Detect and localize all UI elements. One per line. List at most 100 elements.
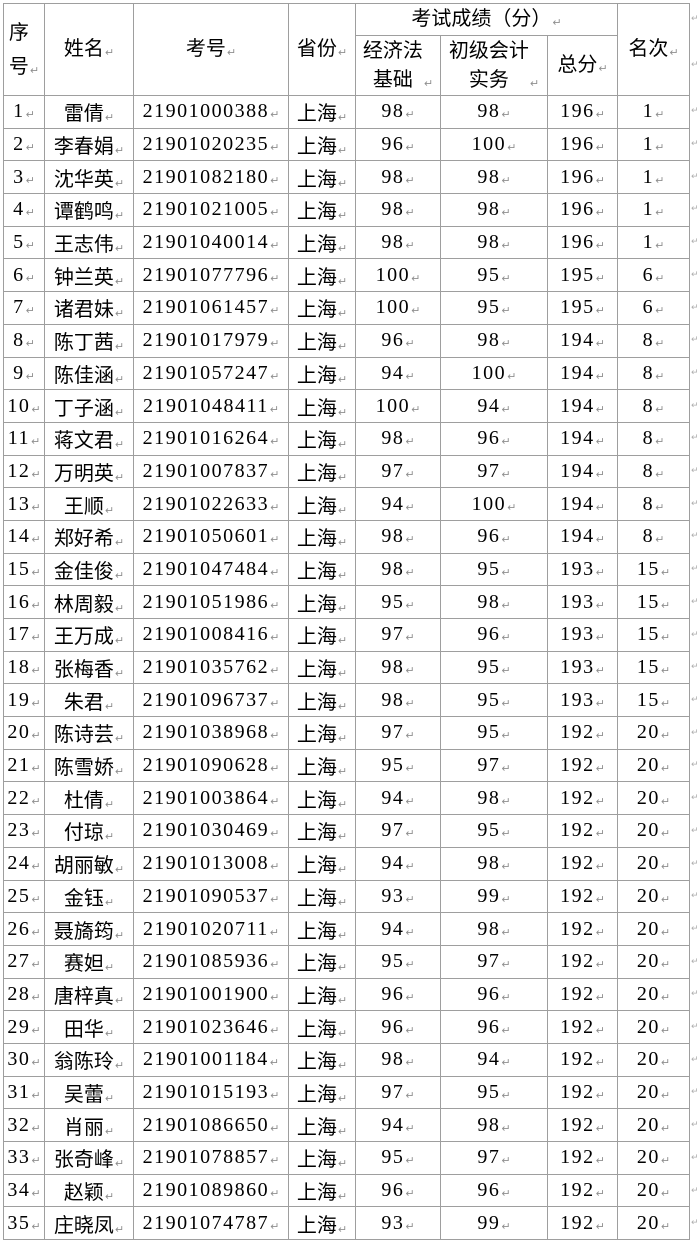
cell-total-score: 193↵ xyxy=(547,618,618,652)
cell-end-mark-icon: ↵ xyxy=(337,242,348,256)
cell-econ-law-score: 98↵ xyxy=(355,225,441,260)
cell-end-mark-icon: ↵ xyxy=(337,928,348,942)
cell-exam-no: 21901050601↵ xyxy=(133,519,289,554)
cell-value: 94 xyxy=(381,1113,405,1136)
cell-value: 22 xyxy=(7,786,31,809)
cell-value: 98 xyxy=(381,100,405,123)
cell-end-mark-icon: ↵ xyxy=(595,369,605,383)
cell-end-mark-icon: ↵ xyxy=(423,76,434,90)
table-row: 4↵ 谭鹤鸣↵ 21901021005↵ 上海↵ 98↵ 98↵ 196↵ 1↵ xyxy=(3,193,690,227)
cell-end-mark-icon: ↵ xyxy=(660,892,671,906)
cell-end-mark-icon: ↵ xyxy=(337,1190,348,1204)
cell-value: 20 xyxy=(636,1179,660,1202)
table-row: 14↵ 郑好希↵ 21901050601↵ 上海↵ 98↵ 96↵ 194↵ 8↵ xyxy=(3,519,690,554)
cell-total-score: 192↵ xyxy=(547,1042,618,1077)
cell-end-mark-icon: ↵ xyxy=(655,141,665,155)
cell-end-mark-icon: ↵ xyxy=(501,1023,511,1037)
cell-end-mark-icon: ↵ xyxy=(31,402,41,416)
table-row: 10↵ 丁子涵↵ 21901048411↵ 上海↵ 100↵ 94↵ 194↵ 8↵ xyxy=(3,389,690,423)
table-body: 1↵ 雷倩↵ 21901000388↵ 上海↵ 98↵ 98↵ 196↵ 1↵ 2↵ 李春娟↵ 21… xyxy=(3,95,690,1241)
row-end-mark-icon: ↵ xyxy=(691,433,699,444)
cell-accounting-score: 95↵ xyxy=(440,258,548,293)
cell-end-mark-icon: ↵ xyxy=(660,762,671,776)
cell-value: 96 xyxy=(477,1015,501,1038)
cell-end-mark-icon: ↵ xyxy=(31,435,41,449)
cell-name: 唐梓真↵ xyxy=(44,977,134,1012)
cell-value: 21901023646 xyxy=(142,1015,270,1038)
cell-econ-law-score: 98↵ xyxy=(355,683,441,718)
cell-exam-no: 21901048411↵ xyxy=(133,389,289,423)
cell-value: 100 xyxy=(471,492,507,515)
cell-accounting-score: 96↵ xyxy=(440,977,548,1012)
cell-name: 金钰↵ xyxy=(44,879,134,914)
cell-end-mark-icon: ↵ xyxy=(25,206,35,220)
cell-name: 钟兰英↵ xyxy=(44,258,134,293)
cell-econ-law-score: 98↵ xyxy=(355,95,441,129)
cell-total-score: 193↵ xyxy=(547,683,618,718)
cell-province: 上海↵ xyxy=(288,748,356,783)
cell-end-mark-icon: ↵ xyxy=(595,467,605,481)
cell-value: 上海 xyxy=(296,887,337,910)
cell-value: 96 xyxy=(477,982,501,1005)
cell-end-mark-icon: ↵ xyxy=(405,435,415,449)
cell-econ-law-score: 97↵ xyxy=(355,814,441,848)
cell-value: 192 xyxy=(560,721,595,744)
cell-value: 97 xyxy=(477,459,501,482)
cell-name: 雷倩↵ xyxy=(44,95,134,129)
cell-rank: 20↵ xyxy=(617,1042,690,1077)
cell-end-mark-icon: ↵ xyxy=(405,500,415,514)
cell-end-mark-icon: ↵ xyxy=(405,631,415,645)
cell-end-mark-icon: ↵ xyxy=(31,598,41,612)
cell-value: 20 xyxy=(636,917,660,940)
cell-value: 8 xyxy=(642,329,655,352)
cell-province: 上海↵ xyxy=(288,356,356,391)
cell-end-mark-icon: ↵ xyxy=(114,340,125,354)
cell-value: 98 xyxy=(381,525,405,548)
cell-end-mark-icon: ↵ xyxy=(104,830,115,844)
cell-province: 上海↵ xyxy=(288,585,356,619)
cell-value: 196 xyxy=(560,100,595,123)
cell-value: 194 xyxy=(560,394,595,417)
cell-end-mark-icon: ↵ xyxy=(655,402,665,416)
cell-rank: 15↵ xyxy=(617,618,690,652)
cell-value: 上海 xyxy=(296,266,337,289)
cell-end-mark-icon: ↵ xyxy=(270,206,280,220)
cell-exam-no: 21901090537↵ xyxy=(133,879,289,914)
cell-exam-no: 21901086650↵ xyxy=(133,1108,289,1142)
row-end-mark-icon: ↵ xyxy=(691,760,699,771)
cell-econ-law-score: 96↵ xyxy=(355,127,441,162)
cell-index: 15↵ xyxy=(3,552,45,587)
row-end-mark-icon: ↵ xyxy=(691,106,699,117)
cell-value: 上海 xyxy=(296,560,337,583)
cell-province: 上海↵ xyxy=(288,160,356,195)
cell-province: 上海↵ xyxy=(288,95,356,129)
cell-value: 21901016264 xyxy=(142,427,270,450)
cell-rank: 8↵ xyxy=(617,454,690,489)
cell-value: 192 xyxy=(560,917,595,940)
cell-end-mark-icon: ↵ xyxy=(598,62,608,75)
cell-end-mark-icon: ↵ xyxy=(405,990,415,1004)
cell-index: 14↵ xyxy=(3,519,45,554)
cell-province: 上海↵ xyxy=(288,879,356,914)
cell-end-mark-icon: ↵ xyxy=(337,961,348,975)
cell-value: 95 xyxy=(381,1146,405,1169)
cell-econ-law-score: 100↵ xyxy=(355,291,441,325)
cell-end-mark-icon: ↵ xyxy=(31,1121,41,1135)
cell-value: 98 xyxy=(477,1113,501,1136)
cell-value: 上海 xyxy=(296,822,337,845)
cell-end-mark-icon: ↵ xyxy=(501,762,511,776)
cell-value: 95 xyxy=(381,950,405,973)
cell-value: 21901038968 xyxy=(142,721,270,744)
cell-end-mark-icon: ↵ xyxy=(405,958,415,972)
cell-index: 10↵ xyxy=(3,389,45,423)
cell-total-score: 192↵ xyxy=(547,944,618,979)
cell-end-mark-icon: ↵ xyxy=(660,827,671,841)
cell-value: 付琼 xyxy=(63,822,104,845)
cell-value: 21 xyxy=(7,754,31,777)
cell-end-mark-icon: ↵ xyxy=(501,958,511,972)
cell-end-mark-icon: ↵ xyxy=(270,337,280,351)
cell-name: 杜倩↵ xyxy=(44,781,134,816)
cell-value: 99 xyxy=(477,884,501,907)
cell-name: 陈佳涵↵ xyxy=(44,356,134,391)
cell-accounting-score: 96↵ xyxy=(440,1173,548,1208)
